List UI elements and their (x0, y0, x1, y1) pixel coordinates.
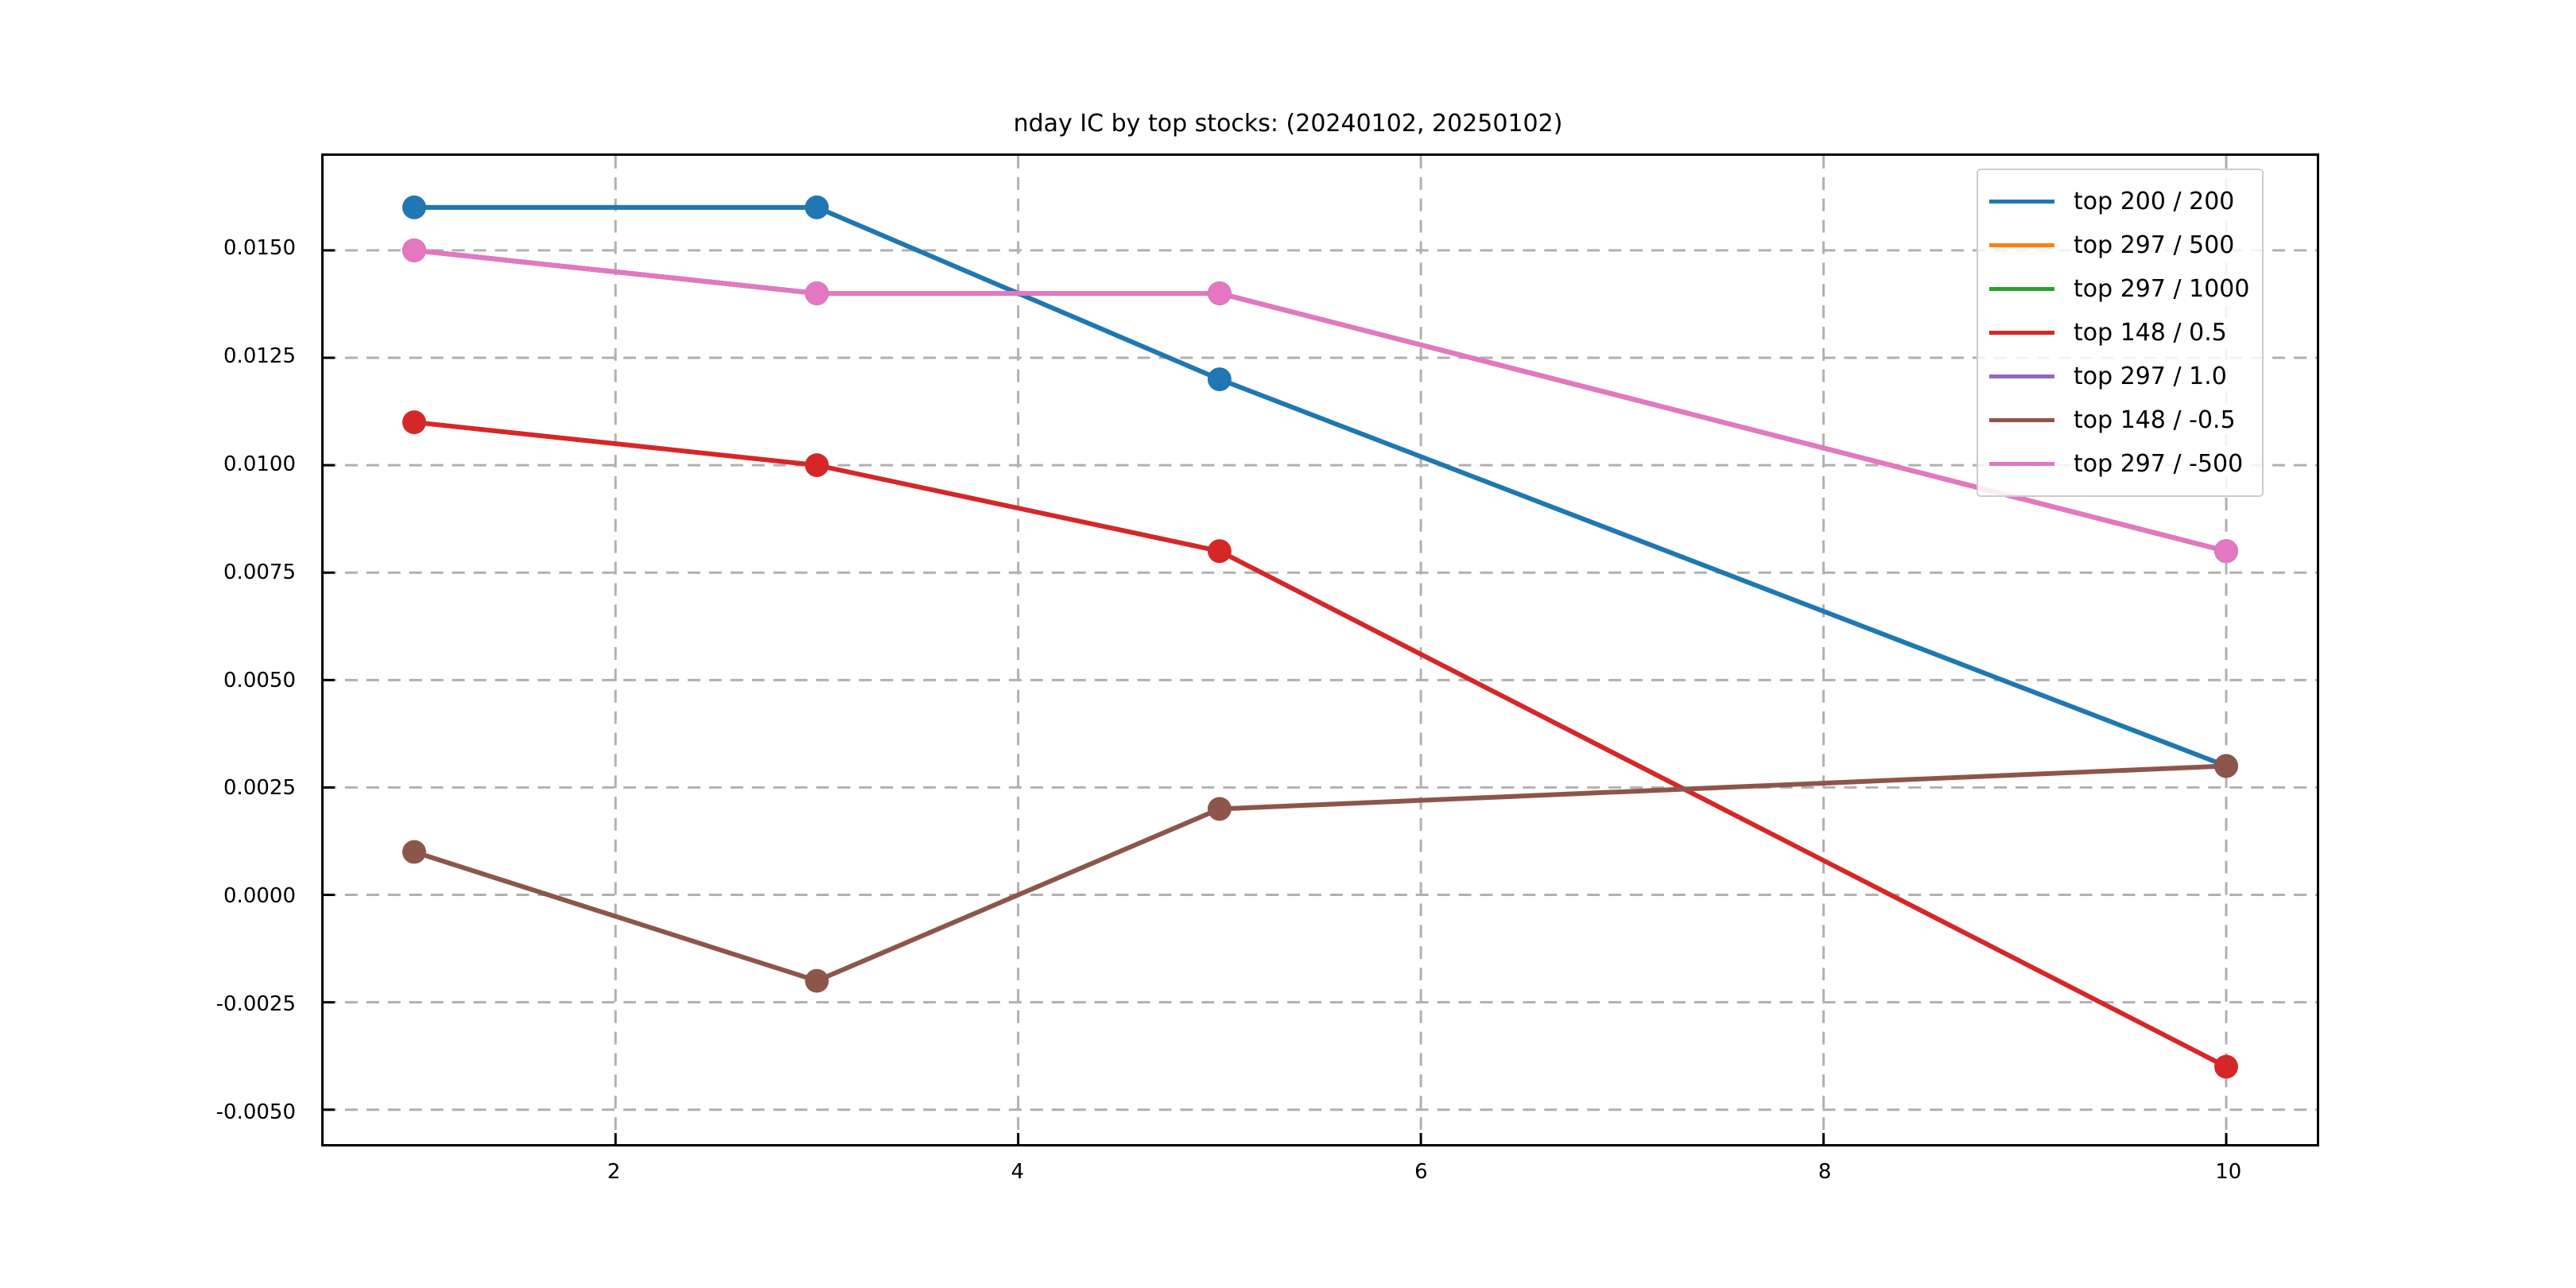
legend-color-swatch (1989, 200, 2054, 204)
data-point-marker (805, 968, 829, 993)
y-tick-label: 0.0025 (223, 776, 296, 801)
y-tick-label: 0.0050 (223, 668, 296, 692)
y-tick-label: 0.0075 (223, 560, 296, 584)
x-tick-label: 6 (1414, 1160, 1428, 1184)
data-point-marker (402, 238, 426, 262)
legend-color-swatch (1989, 374, 2054, 378)
y-tick-label: -0.0050 (215, 1100, 296, 1124)
legend-item[interactable]: top 297 / 1.0 (1989, 355, 2249, 398)
series-line (411, 247, 2229, 554)
x-tick-label: 10 (2215, 1160, 2242, 1184)
x-tick-label: 8 (1818, 1160, 1832, 1184)
data-point-marker (1207, 367, 1232, 391)
legend-color-swatch (1989, 462, 2054, 466)
y-tick-label: 0.0150 (223, 236, 296, 261)
legend-item-label: top 297 / 500 (2074, 231, 2235, 259)
legend-item-label: top 297 / -500 (2074, 449, 2244, 478)
data-point-marker (2214, 1054, 2239, 1079)
legend-item-label: top 297 / 1.0 (2074, 362, 2227, 390)
data-point-marker (2214, 754, 2239, 778)
legend-item[interactable]: top 297 / -500 (1989, 442, 2249, 486)
legend-item[interactable]: top 200 / 200 (1989, 180, 2249, 223)
data-point-marker (805, 281, 829, 305)
legend-item-label: top 148 / 0.5 (2074, 318, 2227, 347)
legend-item-label: top 148 / -0.5 (2074, 405, 2236, 434)
data-point-marker (2214, 539, 2239, 564)
legend-item[interactable]: top 148 / 0.5 (1989, 311, 2249, 355)
data-point-marker (805, 453, 829, 478)
y-tick-label: 0.0000 (223, 884, 296, 909)
legend-color-swatch (1989, 331, 2054, 335)
data-point-marker (402, 195, 426, 219)
x-tick-label: 2 (607, 1160, 621, 1184)
chart-legend[interactable]: top 200 / 200 top 297 / 500 top 297 / 1000… (1977, 169, 2264, 497)
series-line (411, 763, 2229, 983)
axis-ticks (324, 249, 2228, 1144)
series-lines (411, 204, 2229, 1069)
legend-item[interactable]: top 148 / -0.5 (1989, 398, 2249, 442)
y-tick-label: 0.0100 (223, 452, 296, 476)
data-point-marker (402, 410, 426, 434)
series-line (411, 204, 2229, 769)
series-line (411, 247, 2229, 554)
y-tick-label: 0.0125 (223, 344, 296, 369)
series-line (411, 247, 2229, 554)
legend-item[interactable]: top 297 / 500 (1989, 223, 2249, 267)
y-axis-tick-labels: 0.0150 0.0125 0.0100 0.0075 0.0050 0.0025 0.00… (0, 0, 296, 1288)
legend-color-swatch (1989, 418, 2054, 422)
data-point-marker (805, 195, 829, 219)
y-tick-label: -0.0025 (215, 991, 296, 1016)
legend-color-swatch (1989, 243, 2054, 247)
series-markers (402, 195, 2239, 1079)
x-tick-label: 4 (1011, 1160, 1025, 1184)
data-point-marker (1207, 281, 1232, 305)
data-point-marker (1207, 539, 1232, 564)
data-point-marker (402, 840, 426, 864)
data-point-marker (1207, 797, 1232, 821)
legend-color-swatch (1989, 287, 2054, 291)
legend-item[interactable]: top 297 / 1000 (1989, 267, 2249, 311)
series-line (411, 247, 2229, 554)
chart-title: nday IC by top stocks: (20240102, 202501… (1013, 110, 1563, 138)
legend-item-label: top 297 / 1000 (2074, 274, 2250, 303)
legend-item-label: top 200 / 200 (2074, 187, 2235, 215)
series-line (411, 420, 2229, 1069)
